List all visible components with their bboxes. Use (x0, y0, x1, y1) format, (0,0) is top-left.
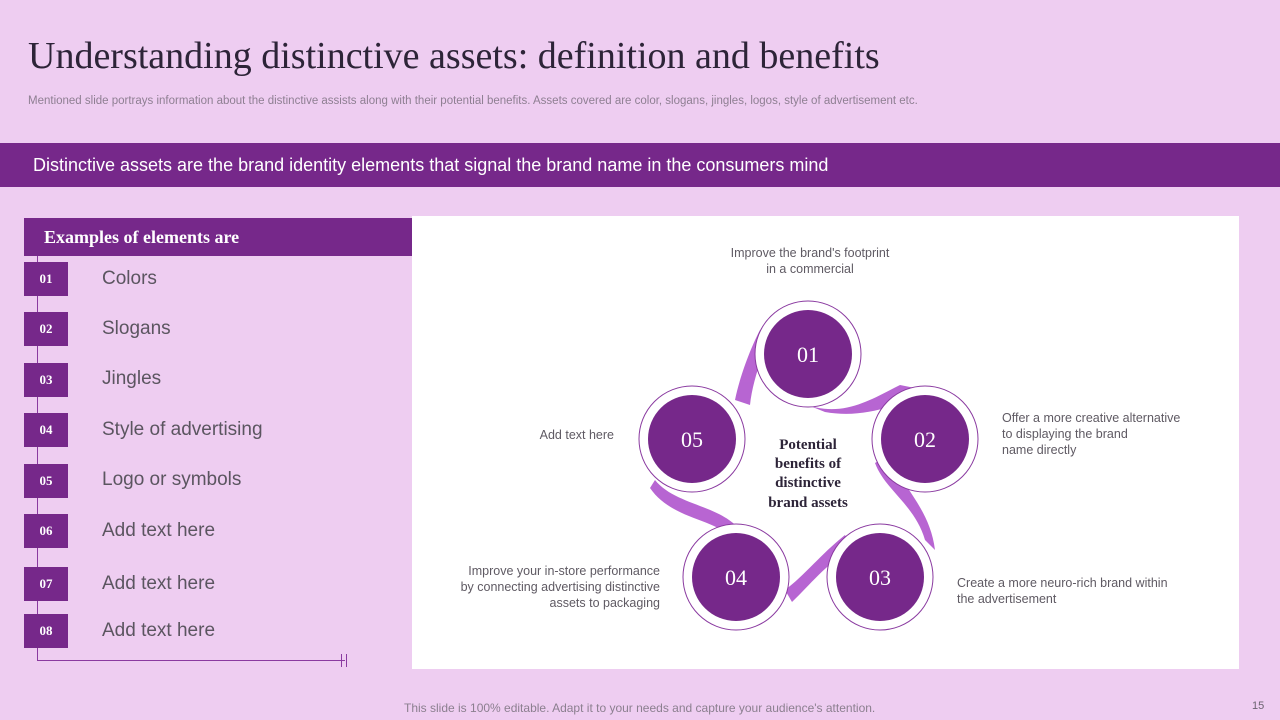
annotation-02-line: to displaying the brand (1002, 427, 1128, 441)
definition-text: Distinctive assets are the brand identit… (33, 155, 829, 175)
example-label: Slogans (102, 318, 171, 339)
annotation-04-line: by connecting advertising distinctive (461, 580, 660, 594)
cycle-node-03: 03 (869, 565, 891, 590)
example-number: 05 (24, 464, 68, 498)
annotation-01-line: Improve the brand's footprint (731, 246, 890, 260)
center-label-line: Potential (779, 437, 837, 453)
annotation-02-line: name directly (1002, 443, 1077, 457)
annotation-04-line: Improve your in-store performance (468, 564, 660, 578)
cycle-node-05: 05 (681, 427, 703, 452)
annotation-03-line: the advertisement (957, 592, 1057, 606)
example-label: Style of advertising (102, 419, 263, 440)
annotation-05-line: Add text here (540, 428, 614, 442)
example-number: 02 (24, 312, 68, 346)
example-number: 07 (24, 567, 68, 601)
benefits-panel (412, 216, 1239, 669)
annotation-04-line: assets to packaging (550, 596, 661, 610)
center-label-line: brand assets (768, 495, 848, 511)
example-number: 08 (24, 614, 68, 648)
example-label: Add text here (102, 520, 216, 541)
example-label: Jingles (102, 368, 162, 389)
annotation-01-line: in a commercial (766, 262, 854, 276)
examples-connector-line (37, 256, 38, 660)
example-number: 04 (24, 413, 68, 447)
example-number: 06 (24, 514, 68, 548)
cycle-node-02: 02 (914, 427, 936, 452)
slide-footer: This slide is 100% editable. Adapt it to… (404, 701, 876, 715)
center-label-line: distinctive (775, 475, 841, 491)
line-end-cap (341, 654, 342, 667)
example-label: Add text here (102, 620, 216, 641)
examples-header-text: Examples of elements are (44, 227, 240, 247)
example-label: Logo or symbols (102, 469, 242, 490)
line-end-cap (346, 654, 347, 667)
page-number: 15 (1252, 700, 1265, 712)
examples-header: Examples of elements are (24, 218, 412, 256)
center-label-line: benefits of (775, 456, 842, 472)
examples-bottom-line (37, 660, 345, 661)
example-label: Add text here (102, 573, 216, 594)
slide-title: Understanding distinctive assets: defini… (28, 35, 880, 77)
ribbon-04-05 (650, 480, 740, 540)
example-number: 03 (24, 363, 68, 397)
annotation-02-line: Offer a more creative alternative (1002, 411, 1180, 425)
cycle-node-01: 01 (797, 342, 819, 367)
slide-subtitle: Mentioned slide portrays information abo… (28, 95, 918, 107)
definition-banner: Distinctive assets are the brand identit… (0, 143, 1280, 187)
cycle-node-04: 04 (725, 565, 747, 590)
example-number: 01 (24, 262, 68, 296)
annotation-03-line: Create a more neuro-rich brand within (957, 576, 1168, 590)
example-label: Colors (102, 268, 157, 289)
